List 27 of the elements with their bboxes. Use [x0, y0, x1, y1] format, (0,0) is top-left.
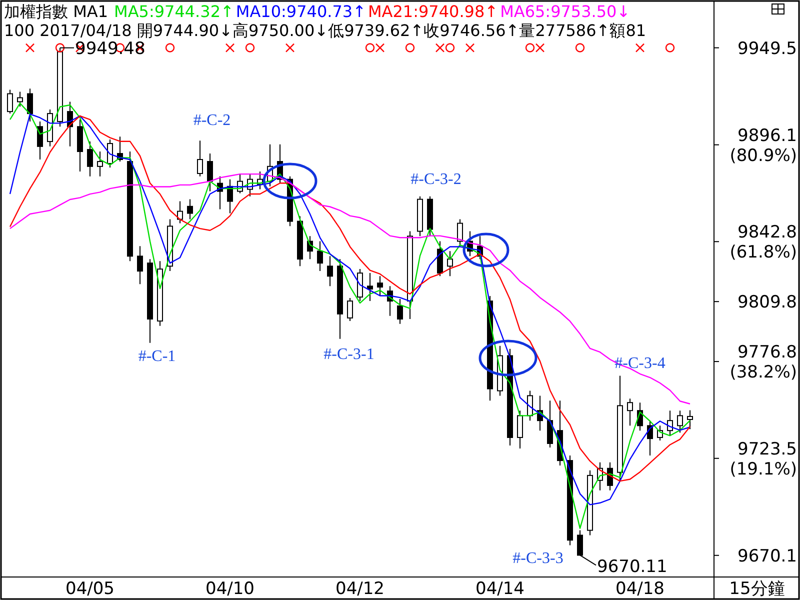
x-tick-label: 04/12 — [336, 579, 384, 599]
annotation: #-C-3-1 — [324, 346, 374, 363]
annotation: 9949.48 — [75, 38, 146, 59]
y-tick-label: 9896.1 (80.9%) — [730, 126, 797, 166]
x-tick-label: 04/10 — [206, 579, 254, 599]
annotation: #-C-3-4 — [614, 355, 666, 372]
annotation: #-C-1 — [138, 348, 176, 365]
text: 100 2017/04/18 開9744.90↓高9750.00↓低9739.62↑收9746.56↑量277586↑額81 — [4, 21, 646, 40]
x-tick-label: 04/18 — [616, 579, 664, 599]
text: MA65:9753.50↓ — [500, 2, 630, 21]
y-tick-label: 9723.5 (19.1%) — [730, 439, 797, 480]
y-tick-label: 9776.8 (38.2%) — [730, 342, 797, 383]
x-tick-label: 04/14 — [476, 579, 524, 599]
annotation: #-C-2 — [193, 112, 231, 129]
y-tick-label: 9842.8 (61.8%) — [730, 222, 797, 263]
text: MA21:9740.98↑ — [368, 2, 498, 21]
y-tick-label: 9949.5 — [738, 38, 797, 59]
y-tick-label: 9670.1 — [738, 546, 797, 566]
y-tick-label: 9809.8 — [738, 292, 797, 313]
text: MA10:9740.73↑ — [236, 2, 366, 21]
x-axis-title: 15分鐘 — [729, 579, 785, 599]
chart-title: 加權指數 MA1 — [4, 2, 108, 21]
x-tick-label: 04/05 — [66, 579, 114, 599]
annotation: 9670.11 — [597, 557, 668, 578]
annotation: #-C-3-3 — [512, 550, 564, 567]
text: MA5:9744.32↑ — [114, 2, 234, 21]
annotation: #-C-3-2 — [410, 171, 462, 188]
